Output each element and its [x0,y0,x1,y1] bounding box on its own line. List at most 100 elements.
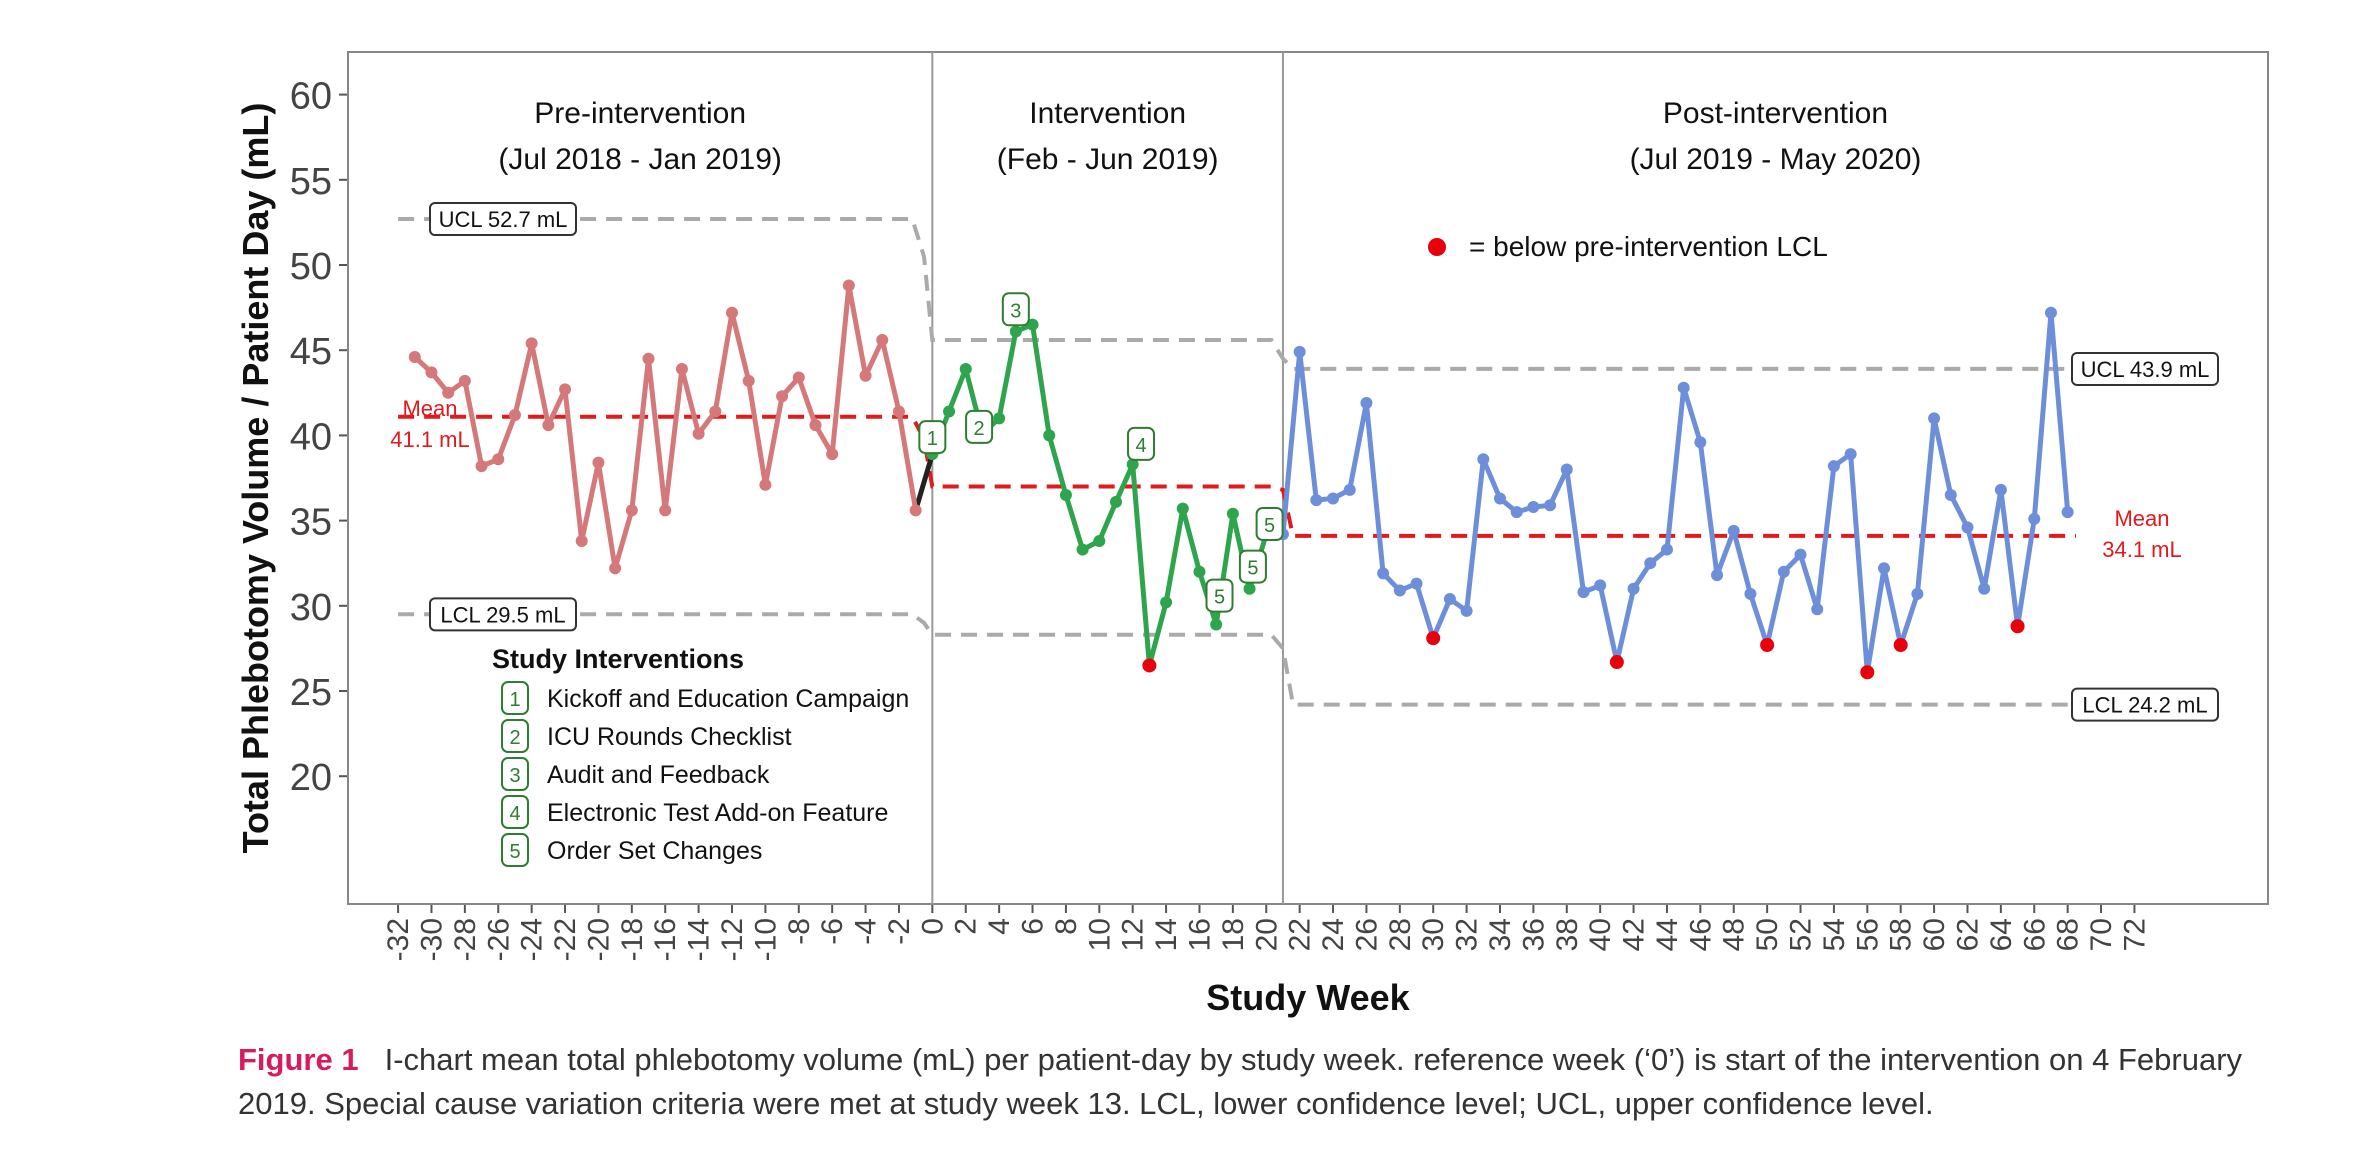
data-point [1827,460,1840,473]
x-tick-label: -24 [516,918,549,961]
data-point [1210,618,1223,631]
intervention-marker: 5 [1205,578,1234,613]
data-point [1327,492,1340,505]
data-point [1844,448,1857,461]
mean-label-line: Mean [402,396,457,421]
x-tick-label: 34 [1484,918,1517,951]
legend-item-label: Order Set Changes [547,837,762,865]
badge-frame [918,420,947,455]
data-point [1694,436,1707,449]
badge-frame [1001,292,1030,327]
badge-number: 4 [1135,435,1146,457]
data-point [592,456,605,469]
x-tick-label: -16 [649,918,682,961]
x-tick-label: 10 [1083,918,1116,951]
special-cause-point [1142,658,1157,673]
legend-title: Study Interventions [492,644,744,674]
data-point [1594,579,1607,592]
data-point [1510,506,1523,519]
x-tick-label: -6 [816,918,849,945]
data-point [1343,483,1356,496]
data-point [1009,325,1022,338]
data-point [959,362,972,375]
data-point [2028,512,2041,525]
legend-item-label: ICU Rounds Checklist [547,723,792,751]
data-point [1577,586,1590,599]
legend-badge: 1 [501,681,529,715]
phase-subtitle: (Jul 2019 - May 2020) [1630,143,1922,176]
y-tick-label: 40 [290,416,332,458]
data-point [726,306,738,319]
data-point [458,374,471,387]
special-cause-point [1860,665,1875,680]
label-text: UCL 52.7 mL [439,207,568,232]
legend-badge: 3 [501,757,529,791]
x-tick-label: -32 [382,918,415,961]
x-tick-label: 2 [950,918,983,935]
data-point [1443,592,1456,605]
y-tick-label: 25 [290,672,332,714]
x-tick-label: 12 [1117,918,1150,951]
x-tick-label: -22 [549,918,582,961]
intervention-marker: 3 [1001,292,1030,327]
data-point [1711,569,1724,582]
series-line [413,282,919,571]
data-point [1727,524,1740,537]
badge-number: 3 [1010,300,1021,322]
data-point [525,337,538,350]
mean-label-line: Mean [2114,506,2169,531]
data-point [1460,604,1473,617]
data-point [1360,397,1373,410]
x-tick-label: 54 [1818,918,1851,951]
badge-number: 1 [509,689,520,711]
x-tick-label: 4 [983,918,1016,935]
data-point [425,366,438,379]
data-point [659,504,672,517]
label-text: LCL 29.5 mL [440,602,565,627]
data-point [1660,543,1673,556]
data-point [742,374,755,387]
data-point [859,369,872,382]
legend-item-label: Kickoff and Education Campaign [547,685,909,713]
data-point [1811,603,1824,616]
y-tick-label: 20 [290,757,332,799]
x-tick-label: 14 [1150,918,1183,951]
mean-post-label: Mean 34.1 mL [2102,506,2182,562]
special-cause-point [1609,655,1624,670]
badge-frame [965,409,994,444]
badge-number: 5 [509,841,520,863]
x-tick-label: 18 [1217,918,1250,951]
badge-frame [1205,578,1234,613]
figure-caption: Figure 1 I-chart mean total phlebotomy vo… [238,1038,2278,1126]
legend: = below pre-intervention LCL Study Interv… [492,231,1828,867]
x-tick-label: 40 [1584,918,1617,951]
y-tick-label: 50 [290,246,332,288]
x-tick-label: 50 [1751,918,1784,951]
badge-frame [501,833,529,867]
data-point [1794,548,1807,561]
x-tick-label: 16 [1183,918,1216,951]
data-point [1494,492,1506,505]
special-cause-point [1893,637,1908,652]
data-point [1744,587,1757,600]
data-point [1059,489,1072,502]
special-legend-text: = below pre-intervention LCL [1469,231,1828,262]
badge-number: 5 [1264,515,1275,537]
data-point [1994,483,2007,496]
data-point [2044,306,2057,319]
special-legend-dot [1428,238,1446,256]
data-point [1377,567,1390,580]
badge-number: 1 [927,428,938,450]
data-point [625,504,638,517]
x-tick-label: -2 [883,918,916,945]
data-point [842,279,855,292]
ucl-pre-label: UCL 52.7 mL [429,201,577,236]
data-point [2061,506,2074,519]
x-tick-label: 72 [2118,918,2151,951]
badge-frame [501,681,529,715]
x-tick-label: 58 [1885,918,1918,951]
data-point [1093,535,1106,548]
data-point [892,405,905,418]
x-tick-label: 56 [1851,918,1884,951]
